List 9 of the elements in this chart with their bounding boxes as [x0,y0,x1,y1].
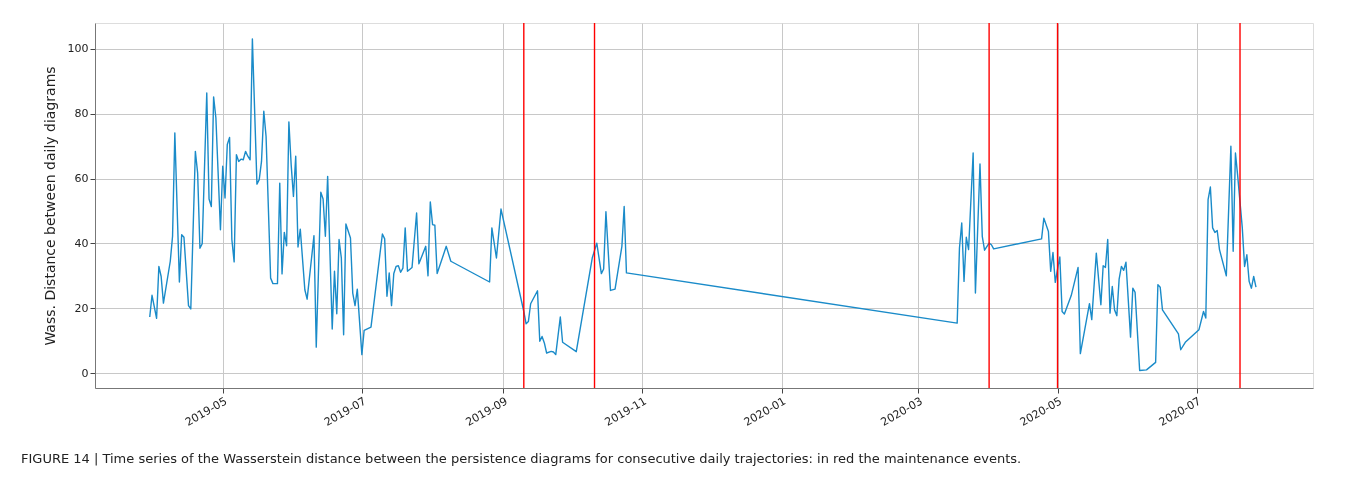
y-tick-label: 100 [67,42,89,56]
y-tick-label: 40 [74,236,89,250]
y-axis-title: Wass. Distance between daily diagrams [41,66,58,346]
y-tick-label: 0 [81,366,89,380]
line-series [149,38,1257,372]
y-tick-label: 60 [74,172,89,186]
caption: FIGURE 14 | Time series of the Wasserstein distance between the persistence diagrams for consecutive daily trajectories: in red the maintenance events. [21,450,1022,466]
y-tick-label: 80 [74,107,89,121]
y-tick-label: 20 [74,301,89,315]
